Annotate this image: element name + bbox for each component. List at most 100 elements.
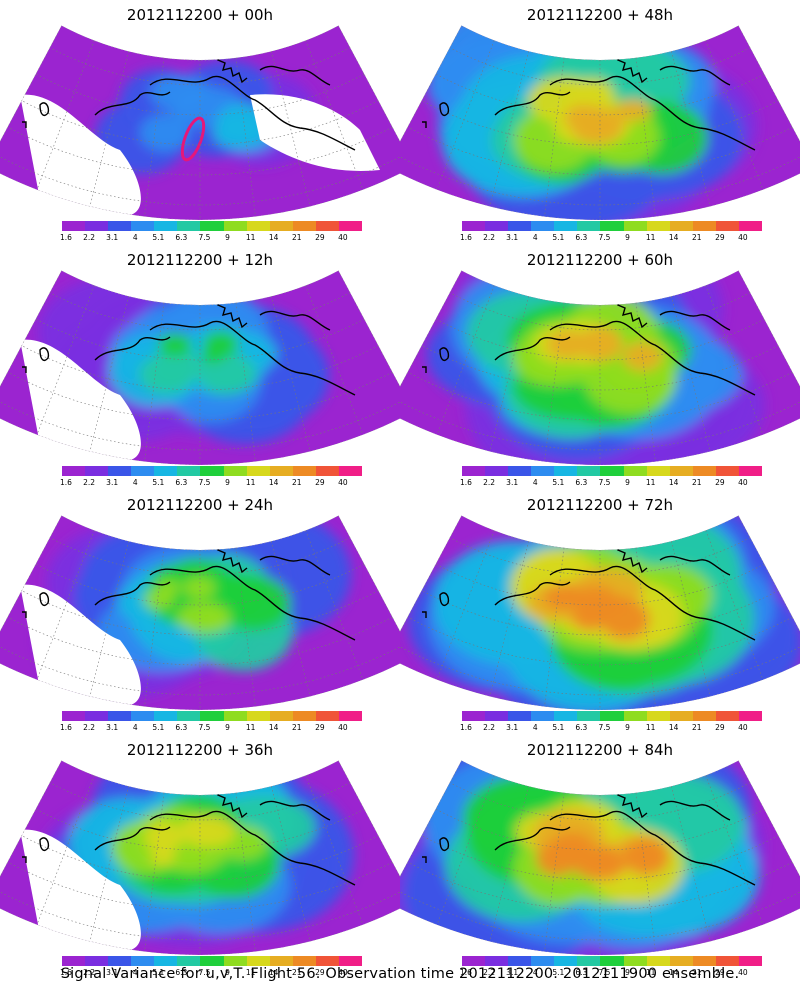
colorbar-tick-label: 29 (715, 478, 725, 487)
colorbar-tick-label: 3.1 (506, 723, 519, 732)
colorbar-swatch (646, 711, 670, 721)
variance-map (0, 515, 400, 710)
colorbar-tick-label: 9 (625, 233, 630, 242)
colorbar-swatch (85, 466, 109, 476)
colorbar-tick-label: 9 (225, 968, 230, 977)
colorbar-swatch (62, 956, 86, 966)
panel-title: 2012112200 + 24h (126, 496, 274, 514)
colorbar-swatch (200, 221, 224, 231)
colorbar-swatch (62, 466, 86, 476)
colorbar-tick-label: 2.2 (483, 968, 496, 977)
colorbar-swatch (669, 221, 693, 231)
colorbar-tick-label: 1.6 (60, 723, 72, 732)
colorbar-swatch (85, 711, 109, 721)
colorbar-swatch (508, 221, 532, 231)
colorbar-tick-label: 14 (268, 723, 279, 732)
colorbar-tick-label: 40 (738, 478, 748, 487)
colorbar-swatch (338, 711, 363, 721)
colorbar-tick-label: 11 (645, 478, 656, 487)
colorbar-tick-label: 5.1 (552, 478, 565, 487)
colorbar-tick-label: 4 (532, 723, 538, 732)
colorbar-swatch (269, 221, 293, 231)
colorbar-swatch (646, 221, 670, 231)
colorbar-swatch (669, 711, 693, 721)
colorbar-tick-label: 5.1 (152, 723, 165, 732)
colorbar-swatch (508, 711, 532, 721)
colorbar-tick-label: 40 (338, 723, 348, 732)
colorbar-tick-label: 7.5 (198, 723, 211, 732)
map-field (400, 25, 800, 220)
colorbar-swatch (554, 466, 578, 476)
colorbar-tick-label: 1.6 (460, 233, 472, 242)
colorbar-tick-label: 7.5 (198, 968, 211, 977)
colorbar-swatch (485, 711, 509, 721)
colorbar-tick-label: 3.1 (106, 233, 119, 242)
colorbar-tick-label: 7.5 (198, 233, 211, 242)
forecast-panel: 2012112200 + 24h 1.6 2.2 3.1 4 5.1 6.3 7.5 9 11 14… (0, 490, 400, 735)
colorbar-tick-label: 5.1 (152, 968, 165, 977)
figure-caption: Signal Variance for u,v,T. Flight 56. Ob… (60, 966, 740, 982)
colorbar-tick-label: 3.1 (106, 723, 119, 732)
variance-map (400, 270, 800, 465)
colorbar-swatch (600, 711, 624, 721)
colorbar-tick-label: 5.1 (152, 478, 165, 487)
variance-map (400, 515, 800, 710)
colorbar-swatch (623, 466, 647, 476)
colorbar-tick-label: 5.1 (152, 233, 165, 242)
colorbar-swatch (269, 466, 293, 476)
colorbar-swatch (315, 221, 339, 231)
colorbar-swatch (531, 466, 555, 476)
colorbar-tick-label: 11 (245, 233, 256, 242)
colorbar-tick-label: 40 (338, 233, 348, 242)
colorbar-tick-label: 3.1 (106, 478, 119, 487)
colorbar-swatch (600, 956, 624, 966)
colorbar-swatch (62, 711, 86, 721)
colorbar-swatch (577, 466, 601, 476)
colorbar-tick-label: 7.5 (598, 723, 611, 732)
colorbar-tick-label: 9 (625, 968, 630, 977)
colorbar-tick-label: 9 (225, 478, 230, 487)
colorbar-tick-label: 5.1 (552, 968, 565, 977)
colorbar-swatch (554, 956, 578, 966)
map-field (400, 270, 800, 465)
colorbar-tick-label: 40 (738, 723, 748, 732)
colorbar-swatch (315, 956, 339, 966)
colorbar-swatch (154, 466, 178, 476)
colorbar-tick-label: 7.5 (198, 478, 211, 487)
colorbar-swatch (623, 956, 647, 966)
colorbar-tick-label: 1.6 (60, 968, 72, 977)
colorbar-swatch (246, 711, 270, 721)
colorbar-tick-label: 14 (668, 968, 679, 977)
colorbar-swatch (223, 956, 247, 966)
forecast-panel: 2012112200 + 84h 1.6 2.2 3.1 4 5.1 6.3 7.5 9 11 14… (400, 735, 800, 980)
colorbar-tick-label: 6.3 (175, 723, 188, 732)
colorbar-swatch (85, 956, 109, 966)
colorbar-swatch (315, 466, 339, 476)
colorbar-tick-label: 6.3 (575, 233, 588, 242)
colorbar-tick-label: 40 (738, 968, 748, 977)
colorbar-tick-label: 6.3 (575, 478, 588, 487)
colorbar-swatch (485, 956, 509, 966)
colorbar-swatch (738, 466, 763, 476)
colorbar-tick-label: 21 (691, 723, 702, 732)
colorbar-tick-label: 21 (691, 478, 702, 487)
colorbar-swatch (715, 956, 739, 966)
colorbar-tick-label: 9 (625, 478, 630, 487)
colorbar-swatch (508, 466, 532, 476)
colorbar-tick-label: 4 (532, 233, 538, 242)
colorbar-swatch (577, 221, 601, 231)
colorbar-tick-label: 4 (532, 478, 538, 487)
colorbar-swatch (85, 221, 109, 231)
variance-map (0, 270, 400, 465)
colorbar-swatch (131, 956, 155, 966)
colorbar-swatch (131, 711, 155, 721)
colorbar-swatch (246, 221, 270, 231)
colorbar-swatch (200, 466, 224, 476)
map-field (0, 760, 400, 955)
colorbar-swatch (508, 956, 532, 966)
colorbar-tick-label: 5.1 (552, 233, 565, 242)
colorbar-tick-labels: 1.6 2.2 3.1 4 5.1 6.3 7.5 9 11 14 21 29 40 (56, 478, 366, 488)
colorbar-tick-label: 1.6 (460, 968, 472, 977)
colorbar-tick-labels: 1.6 2.2 3.1 4 5.1 6.3 7.5 9 11 14 21 29 40 (56, 968, 366, 978)
forecast-panel: 2012112200 + 12h 1.6 2.2 3.1 4 5.1 6.3 7.5 9 11 14… (0, 245, 400, 490)
